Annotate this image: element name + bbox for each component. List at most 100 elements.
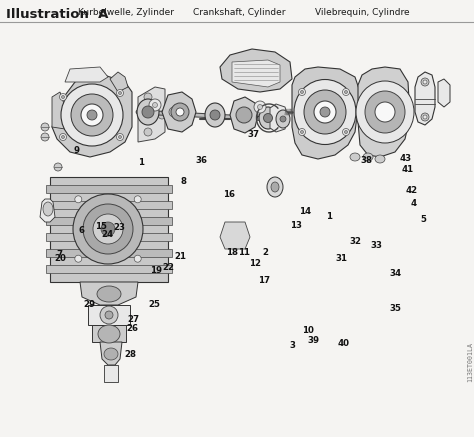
Text: 2: 2 bbox=[263, 248, 268, 257]
Text: 19: 19 bbox=[150, 266, 163, 274]
Ellipse shape bbox=[350, 153, 360, 161]
Polygon shape bbox=[220, 222, 250, 249]
Polygon shape bbox=[104, 365, 118, 382]
Polygon shape bbox=[46, 185, 172, 193]
Ellipse shape bbox=[43, 202, 53, 216]
Ellipse shape bbox=[254, 101, 266, 113]
Text: 9: 9 bbox=[74, 146, 80, 155]
Ellipse shape bbox=[314, 101, 336, 123]
Polygon shape bbox=[110, 72, 128, 92]
Text: 5: 5 bbox=[420, 215, 426, 224]
Ellipse shape bbox=[169, 107, 179, 117]
Text: 21: 21 bbox=[174, 252, 186, 261]
Ellipse shape bbox=[134, 196, 141, 203]
Text: 24: 24 bbox=[101, 230, 114, 239]
Ellipse shape bbox=[71, 94, 113, 136]
Polygon shape bbox=[230, 97, 258, 133]
Ellipse shape bbox=[101, 222, 115, 236]
Ellipse shape bbox=[421, 113, 429, 121]
Ellipse shape bbox=[62, 96, 64, 98]
Text: 40: 40 bbox=[337, 340, 349, 348]
Text: 14: 14 bbox=[299, 207, 311, 215]
Polygon shape bbox=[52, 92, 65, 129]
Ellipse shape bbox=[41, 133, 49, 141]
Text: 13: 13 bbox=[290, 222, 302, 230]
Polygon shape bbox=[92, 325, 126, 342]
Text: 42: 42 bbox=[406, 187, 418, 195]
Text: 43: 43 bbox=[400, 154, 412, 163]
Ellipse shape bbox=[301, 131, 303, 133]
Ellipse shape bbox=[271, 182, 279, 192]
Ellipse shape bbox=[61, 84, 123, 146]
Text: 11: 11 bbox=[237, 248, 250, 257]
Ellipse shape bbox=[423, 115, 427, 119]
Ellipse shape bbox=[363, 153, 373, 161]
Polygon shape bbox=[50, 177, 168, 282]
Ellipse shape bbox=[267, 177, 283, 197]
Ellipse shape bbox=[343, 89, 349, 96]
Polygon shape bbox=[220, 49, 292, 92]
Ellipse shape bbox=[345, 90, 347, 94]
Ellipse shape bbox=[257, 104, 263, 110]
Polygon shape bbox=[138, 87, 165, 142]
Polygon shape bbox=[46, 249, 172, 257]
Text: 41: 41 bbox=[401, 165, 413, 173]
Text: 22: 22 bbox=[162, 263, 174, 272]
Ellipse shape bbox=[149, 99, 161, 111]
Ellipse shape bbox=[158, 111, 166, 119]
Ellipse shape bbox=[299, 128, 306, 135]
Text: 25: 25 bbox=[148, 300, 160, 309]
Text: 18: 18 bbox=[226, 248, 238, 257]
Ellipse shape bbox=[60, 94, 66, 101]
Text: 28: 28 bbox=[124, 350, 137, 359]
Text: 3: 3 bbox=[290, 341, 296, 350]
Ellipse shape bbox=[264, 114, 273, 122]
Ellipse shape bbox=[41, 123, 49, 131]
Text: 16: 16 bbox=[223, 191, 236, 199]
Text: 27: 27 bbox=[127, 315, 139, 323]
Polygon shape bbox=[52, 72, 132, 157]
Ellipse shape bbox=[171, 103, 189, 121]
Ellipse shape bbox=[365, 91, 405, 133]
Polygon shape bbox=[46, 217, 172, 225]
Text: Crankshaft, Cylinder: Crankshaft, Cylinder bbox=[193, 8, 286, 17]
Text: 1: 1 bbox=[138, 158, 144, 167]
Ellipse shape bbox=[87, 110, 97, 120]
Ellipse shape bbox=[75, 196, 82, 203]
Ellipse shape bbox=[421, 78, 429, 86]
Ellipse shape bbox=[320, 107, 330, 117]
Polygon shape bbox=[46, 233, 172, 241]
Ellipse shape bbox=[343, 128, 349, 135]
Ellipse shape bbox=[210, 110, 220, 120]
Ellipse shape bbox=[144, 93, 152, 101]
Polygon shape bbox=[415, 72, 435, 125]
Ellipse shape bbox=[100, 306, 118, 324]
Ellipse shape bbox=[73, 194, 143, 264]
Text: 17: 17 bbox=[258, 276, 271, 285]
Text: 6: 6 bbox=[79, 226, 84, 235]
Text: 20: 20 bbox=[55, 254, 67, 263]
Text: 1: 1 bbox=[327, 212, 332, 221]
Polygon shape bbox=[46, 265, 172, 273]
Polygon shape bbox=[100, 342, 122, 365]
Text: 36: 36 bbox=[196, 156, 208, 165]
Ellipse shape bbox=[345, 131, 347, 133]
Polygon shape bbox=[438, 79, 450, 107]
Ellipse shape bbox=[54, 163, 62, 171]
Ellipse shape bbox=[137, 99, 159, 125]
Ellipse shape bbox=[205, 103, 225, 127]
Polygon shape bbox=[270, 104, 288, 132]
Ellipse shape bbox=[144, 128, 152, 136]
Ellipse shape bbox=[81, 104, 103, 126]
Ellipse shape bbox=[276, 110, 290, 128]
Ellipse shape bbox=[153, 103, 157, 108]
Polygon shape bbox=[40, 199, 55, 222]
Text: Kurbelwelle, Zylinder: Kurbelwelle, Zylinder bbox=[78, 8, 173, 17]
Text: 32: 32 bbox=[349, 237, 362, 246]
Text: 29: 29 bbox=[83, 300, 95, 309]
Ellipse shape bbox=[118, 135, 121, 139]
Text: Illustration  A: Illustration A bbox=[6, 8, 109, 21]
Text: 23: 23 bbox=[113, 223, 126, 232]
Text: 34: 34 bbox=[389, 270, 401, 278]
Ellipse shape bbox=[60, 133, 66, 141]
